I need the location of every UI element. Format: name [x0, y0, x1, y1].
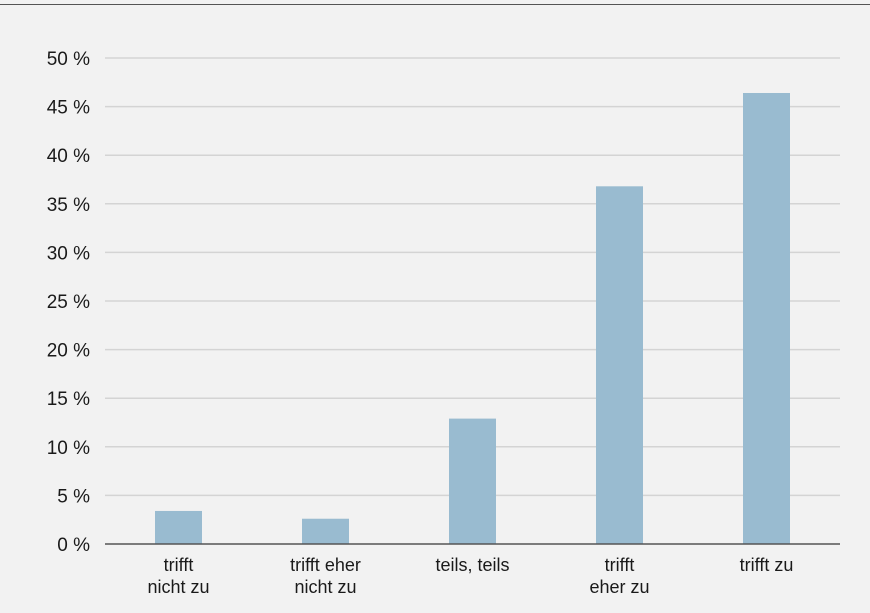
grid-lines	[105, 57, 840, 497]
y-tick-label: 30 %	[47, 243, 90, 264]
x-tick-label-line: trifft eher	[290, 555, 361, 575]
x-tick-label: trifft eher zu	[589, 555, 649, 597]
x-tick-label-line: nicht zu	[147, 577, 209, 597]
y-tick-label: 50 %	[47, 49, 90, 70]
x-tick-label-line: trifft	[164, 555, 194, 575]
bar	[743, 92, 790, 544]
bar	[449, 418, 496, 544]
y-tick-label: 0 %	[57, 535, 90, 556]
y-axis-ticks: 0 % 5 % 10 % 15 % 20 % 25 % 30 % 35 % 40 % 45 % 50…	[47, 49, 90, 556]
bar	[155, 510, 202, 544]
y-tick-label: 20 %	[47, 341, 90, 362]
y-tick-label: 5 %	[57, 486, 90, 507]
x-tick-label: teils, teils	[435, 555, 509, 575]
x-tick-label: trifft eher nicht zu	[290, 555, 361, 597]
x-tick-label-line: trifft zu	[740, 555, 794, 575]
y-tick-label: 10 %	[47, 438, 90, 459]
x-tick-label: trifft nicht zu	[147, 555, 209, 597]
top-rule	[0, 4, 870, 5]
y-tick-label: 40 %	[47, 146, 90, 167]
x-tick-label: trifft zu	[740, 555, 794, 575]
bar	[596, 186, 643, 544]
y-tick-label: 15 %	[47, 389, 90, 410]
x-tick-label-line: trifft	[605, 555, 635, 575]
x-tick-label-line: teils, teils	[435, 555, 509, 575]
y-tick-label: 45 %	[47, 98, 90, 119]
x-tick-label-line: eher zu	[589, 577, 649, 597]
x-tick-label-line: nicht zu	[294, 577, 356, 597]
y-tick-label: 25 %	[47, 292, 90, 313]
y-tick-label: 35 %	[47, 195, 90, 216]
bars	[155, 92, 790, 544]
bar	[302, 518, 349, 544]
